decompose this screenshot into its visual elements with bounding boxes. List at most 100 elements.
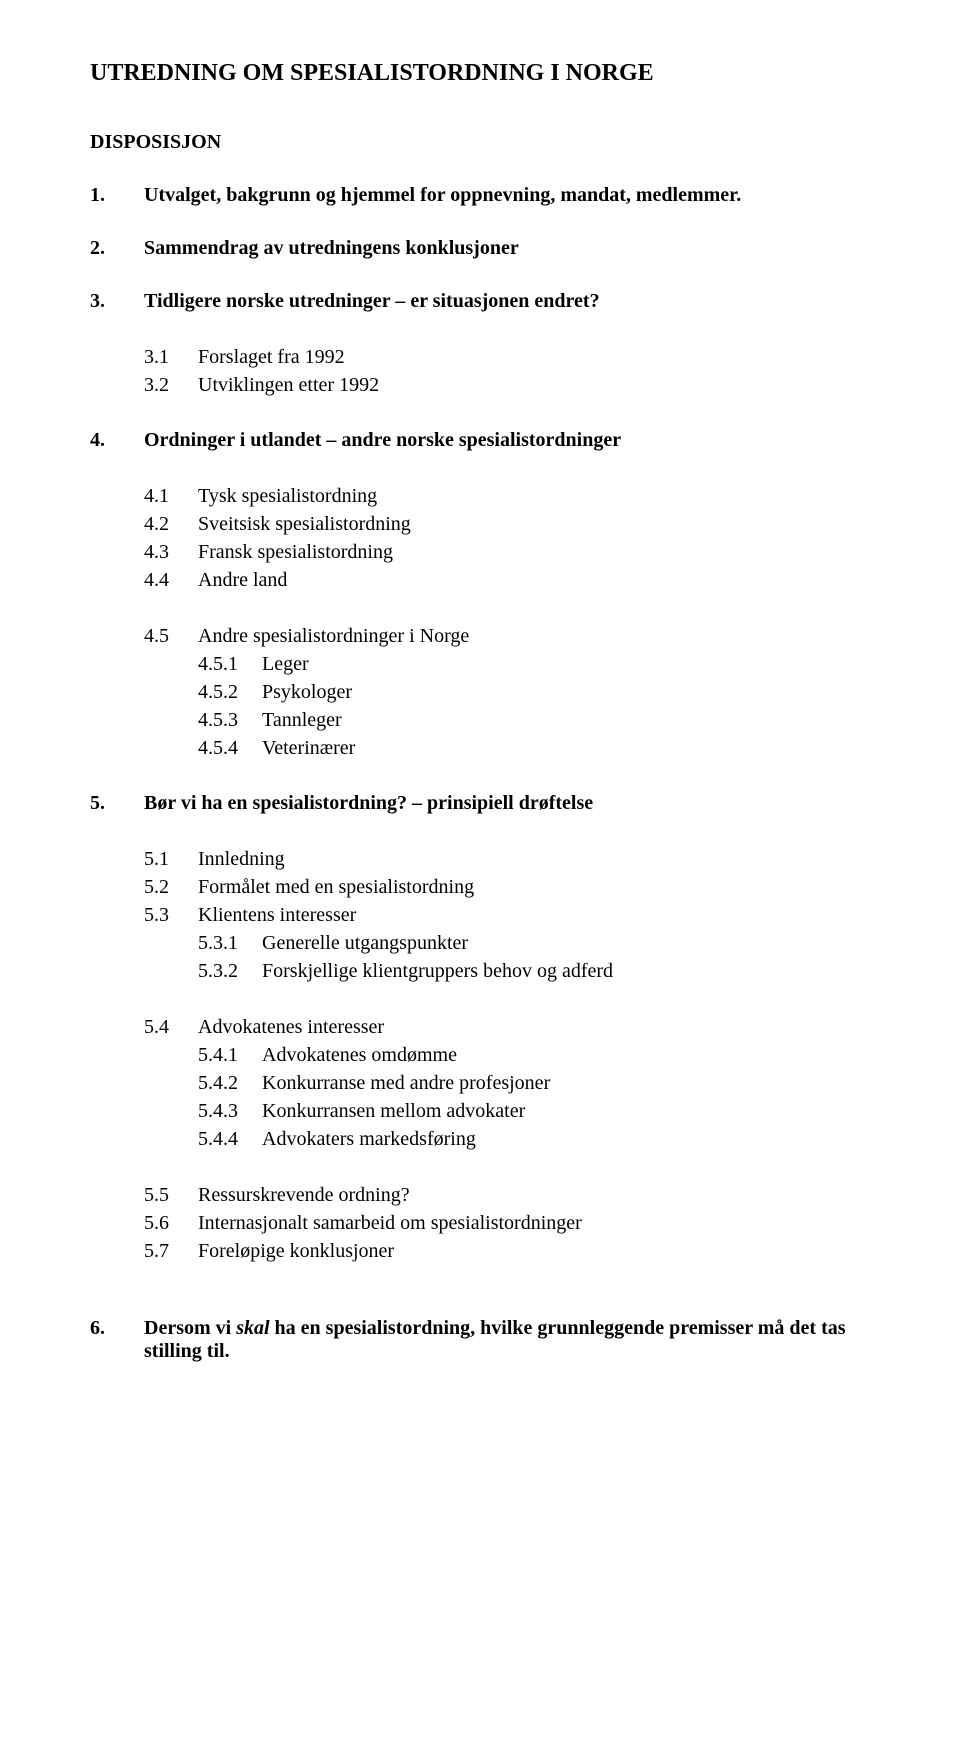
item-text: Veterinærer: [262, 734, 870, 762]
item-text: Advokaters markedsføring: [262, 1125, 870, 1153]
list-item: 5.4.1 Advokatenes omdømme: [198, 1041, 870, 1069]
item-number: 4.1: [144, 482, 198, 510]
section-text: Utvalget, bakgrunn og hjemmel for oppnev…: [144, 184, 870, 207]
item-number: 4.3: [144, 538, 198, 566]
list-item: 5.4.3 Konkurransen mellom advokater: [198, 1097, 870, 1125]
section-5-4-sublist: 5.4.1 Advokatenes omdømme 5.4.2 Konkurra…: [198, 1041, 870, 1153]
item-number: 5.4.4: [198, 1125, 262, 1153]
section-text: Tidligere norske utredninger – er situas…: [144, 290, 870, 313]
list-item: 4.3 Fransk spesialistordning: [144, 538, 870, 566]
list-item: 4.2 Sveitsisk spesialistordning: [144, 510, 870, 538]
document-title: UTREDNING OM SPESIALISTORDNING I NORGE: [90, 60, 870, 87]
section-3-sublist: 3.1 Forslaget fra 1992 3.2 Utviklingen e…: [144, 343, 870, 399]
item-number: 5.3: [144, 901, 198, 929]
section-number: 1.: [90, 184, 144, 207]
item-text: Konkurransen mellom advokater: [262, 1097, 870, 1125]
list-item: 5.4.4 Advokaters markedsføring: [198, 1125, 870, 1153]
item-number: 5.4.2: [198, 1069, 262, 1097]
item-number: 5.4.3: [198, 1097, 262, 1125]
list-item: 4.5.4 Veterinærer: [198, 734, 870, 762]
item-text: Andre land: [198, 566, 870, 594]
item-text: Advokatenes omdømme: [262, 1041, 870, 1069]
list-item: 5.3.2 Forskjellige klientgruppers behov …: [198, 957, 870, 985]
item-text: Leger: [262, 650, 870, 678]
item-number: 5.7: [144, 1237, 198, 1265]
item-number: 5.3.1: [198, 929, 262, 957]
item-text: Formålet med en spesialistordning: [198, 873, 870, 901]
list-item: 5.4.2 Konkurranse med andre profesjoner: [198, 1069, 870, 1097]
section-number: 4.: [90, 429, 144, 452]
item-number: 4.5.2: [198, 678, 262, 706]
list-item: 3.2 Utviklingen etter 1992: [144, 371, 870, 399]
list-item: 5.1 Innledning: [144, 845, 870, 873]
section-text: Bør vi ha en spesialistordning? – prinsi…: [144, 792, 870, 815]
section-number: 6.: [90, 1317, 144, 1363]
section-number: 2.: [90, 237, 144, 260]
section-text: Sammendrag av utredningens konklusjoner: [144, 237, 870, 260]
item-number: 5.4: [144, 1013, 198, 1041]
list-item: 5.6 Internasjonalt samarbeid om spesiali…: [144, 1209, 870, 1237]
list-item: 5.7 Foreløpige konklusjoner: [144, 1237, 870, 1265]
list-item: 4.5 Andre spesialistordninger i Norge: [144, 622, 870, 650]
item-number: 4.5: [144, 622, 198, 650]
section-6-heading: 6. Dersom vi skal ha en spesialistordnin…: [90, 1317, 870, 1363]
item-number: 5.1: [144, 845, 198, 873]
item-text: Advokatenes interesser: [198, 1013, 870, 1041]
list-item: 4.4 Andre land: [144, 566, 870, 594]
document-page: UTREDNING OM SPESIALISTORDNING I NORGE D…: [0, 0, 960, 1423]
section-number: 3.: [90, 290, 144, 313]
item-text: Internasjonalt samarbeid om spesialistor…: [198, 1209, 870, 1237]
section-5-sublist-1: 5.1 Innledning 5.2 Formålet med en spesi…: [144, 845, 870, 1265]
item-number: 4.5.4: [198, 734, 262, 762]
section-text: Ordninger i utlandet – andre norske spes…: [144, 429, 870, 452]
item-number: 5.6: [144, 1209, 198, 1237]
item-text: Innledning: [198, 845, 870, 873]
item-text: Fransk spesialistordning: [198, 538, 870, 566]
item-text: Klientens interesser: [198, 901, 870, 929]
list-item: 4.1 Tysk spesialistordning: [144, 482, 870, 510]
section-1-heading: 1. Utvalget, bakgrunn og hjemmel for opp…: [90, 184, 870, 207]
item-text: Psykologer: [262, 678, 870, 706]
section-4-heading: 4. Ordninger i utlandet – andre norske s…: [90, 429, 870, 452]
item-text: Forskjellige klientgruppers behov og adf…: [262, 957, 870, 985]
item-number: 4.5.3: [198, 706, 262, 734]
list-item: 5.5 Ressurskrevende ordning?: [144, 1181, 870, 1209]
item-text: Konkurranse med andre profesjoner: [262, 1069, 870, 1097]
disposisjon-label: DISPOSISJON: [90, 131, 870, 154]
list-item: 4.5.1 Leger: [198, 650, 870, 678]
section-text: Dersom vi skal ha en spesialistordning, …: [144, 1317, 870, 1363]
item-text: Forslaget fra 1992: [198, 343, 870, 371]
list-item: 4.5.3 Tannleger: [198, 706, 870, 734]
item-number: 3.2: [144, 371, 198, 399]
item-text: Tannleger: [262, 706, 870, 734]
item-number: 4.2: [144, 510, 198, 538]
item-text: Tysk spesialistordning: [198, 482, 870, 510]
item-text: Utviklingen etter 1992: [198, 371, 870, 399]
list-item: 5.4 Advokatenes interesser: [144, 1013, 870, 1041]
item-text: Andre spesialistordninger i Norge: [198, 622, 870, 650]
list-item: 4.5.2 Psykologer: [198, 678, 870, 706]
section-3-heading: 3. Tidligere norske utredninger – er sit…: [90, 290, 870, 313]
item-number: 5.5: [144, 1181, 198, 1209]
list-item: 5.2 Formålet med en spesialistordning: [144, 873, 870, 901]
list-item: 5.3 Klientens interesser: [144, 901, 870, 929]
section-2-heading: 2. Sammendrag av utredningens konklusjon…: [90, 237, 870, 260]
section-number: 5.: [90, 792, 144, 815]
section-4-5-sublist: 4.5.1 Leger 4.5.2 Psykologer 4.5.3 Tannl…: [198, 650, 870, 762]
list-item: 5.3.1 Generelle utgangspunkter: [198, 929, 870, 957]
section-5-heading: 5. Bør vi ha en spesialistordning? – pri…: [90, 792, 870, 815]
item-number: 3.1: [144, 343, 198, 371]
section-5-3-sublist: 5.3.1 Generelle utgangspunkter 5.3.2 For…: [198, 929, 870, 985]
section-4-sublist-1: 4.1 Tysk spesialistordning 4.2 Sveitsisk…: [144, 482, 870, 762]
item-number: 4.5.1: [198, 650, 262, 678]
item-text: Generelle utgangspunkter: [262, 929, 870, 957]
item-number: 5.3.2: [198, 957, 262, 985]
item-number: 4.4: [144, 566, 198, 594]
section-6-italic: skal: [236, 1317, 269, 1339]
list-item: 3.1 Forslaget fra 1992: [144, 343, 870, 371]
section-6-pre: Dersom vi: [144, 1317, 236, 1339]
item-number: 5.4.1: [198, 1041, 262, 1069]
item-text: Sveitsisk spesialistordning: [198, 510, 870, 538]
item-text: Ressurskrevende ordning?: [198, 1181, 870, 1209]
item-text: Foreløpige konklusjoner: [198, 1237, 870, 1265]
